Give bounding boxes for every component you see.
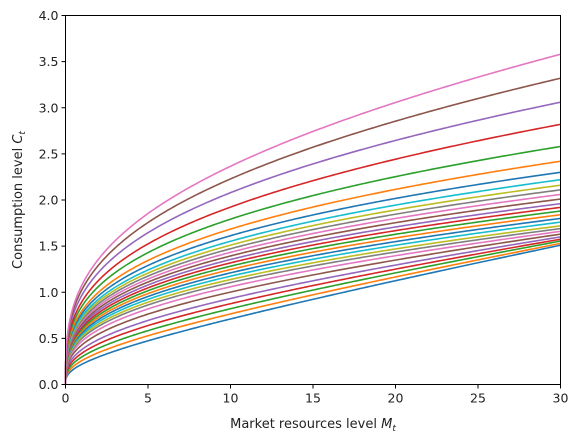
series-line-16 [64, 198, 561, 385]
x-tick-label: 25 [470, 391, 486, 406]
series-line-8 [64, 227, 561, 385]
plot-lines [64, 53, 561, 385]
x-axis-title: Market resources level Mt [230, 417, 396, 434]
series-line-22 [64, 160, 561, 385]
y-axis-title: Consumption level Ct [11, 131, 28, 269]
y-tick-label: 2.0 [39, 193, 59, 208]
series-line-23 [64, 145, 561, 385]
series-line-17 [64, 193, 561, 385]
y-tick-label: 3.5 [39, 54, 59, 69]
x-tick-label: 10 [223, 391, 239, 406]
series-line-14 [64, 206, 561, 385]
series-line-20 [64, 178, 561, 385]
series-line-12 [64, 213, 561, 385]
series-line-24 [64, 123, 561, 385]
x-tick-label: 5 [144, 391, 152, 406]
series-line-21 [64, 171, 561, 385]
x-tick-label: 15 [305, 391, 321, 406]
series-line-19 [64, 184, 561, 385]
y-axis-ticks: 0.0 0.5 1.0 1.5 2.0 2.5 3.0 3.5 4.0 [39, 8, 66, 392]
series-line-2 [64, 242, 561, 385]
series-line-1 [64, 244, 561, 385]
y-tick-label: 4.0 [39, 8, 59, 23]
y-tick-label: 1.0 [39, 285, 59, 300]
x-tick-label: 0 [62, 391, 70, 406]
series-line-11 [64, 217, 561, 385]
y-tick-label: 0.5 [39, 331, 59, 346]
x-tick-label: 30 [553, 391, 569, 406]
series-line-26 [64, 77, 561, 385]
series-line-10 [64, 221, 561, 385]
series-line-13 [64, 210, 561, 385]
series-line-7 [64, 230, 561, 385]
y-tick-label: 1.5 [39, 239, 59, 254]
series-line-3 [64, 240, 561, 385]
series-line-25 [64, 101, 561, 385]
y-tick-label: 3.0 [39, 100, 59, 115]
series-line-4 [64, 238, 561, 385]
series-line-18 [64, 189, 561, 385]
series-line-9 [64, 225, 561, 385]
y-tick-label: 0.0 [39, 377, 59, 392]
y-tick-label: 2.5 [39, 146, 59, 161]
series-line-15 [64, 202, 561, 385]
x-tick-label: 20 [388, 391, 404, 406]
series-line-6 [64, 233, 561, 385]
series-line-5 [64, 236, 561, 385]
series-line-27 [64, 53, 561, 385]
x-axis-ticks: 0 5 10 15 20 25 30 [62, 384, 569, 406]
